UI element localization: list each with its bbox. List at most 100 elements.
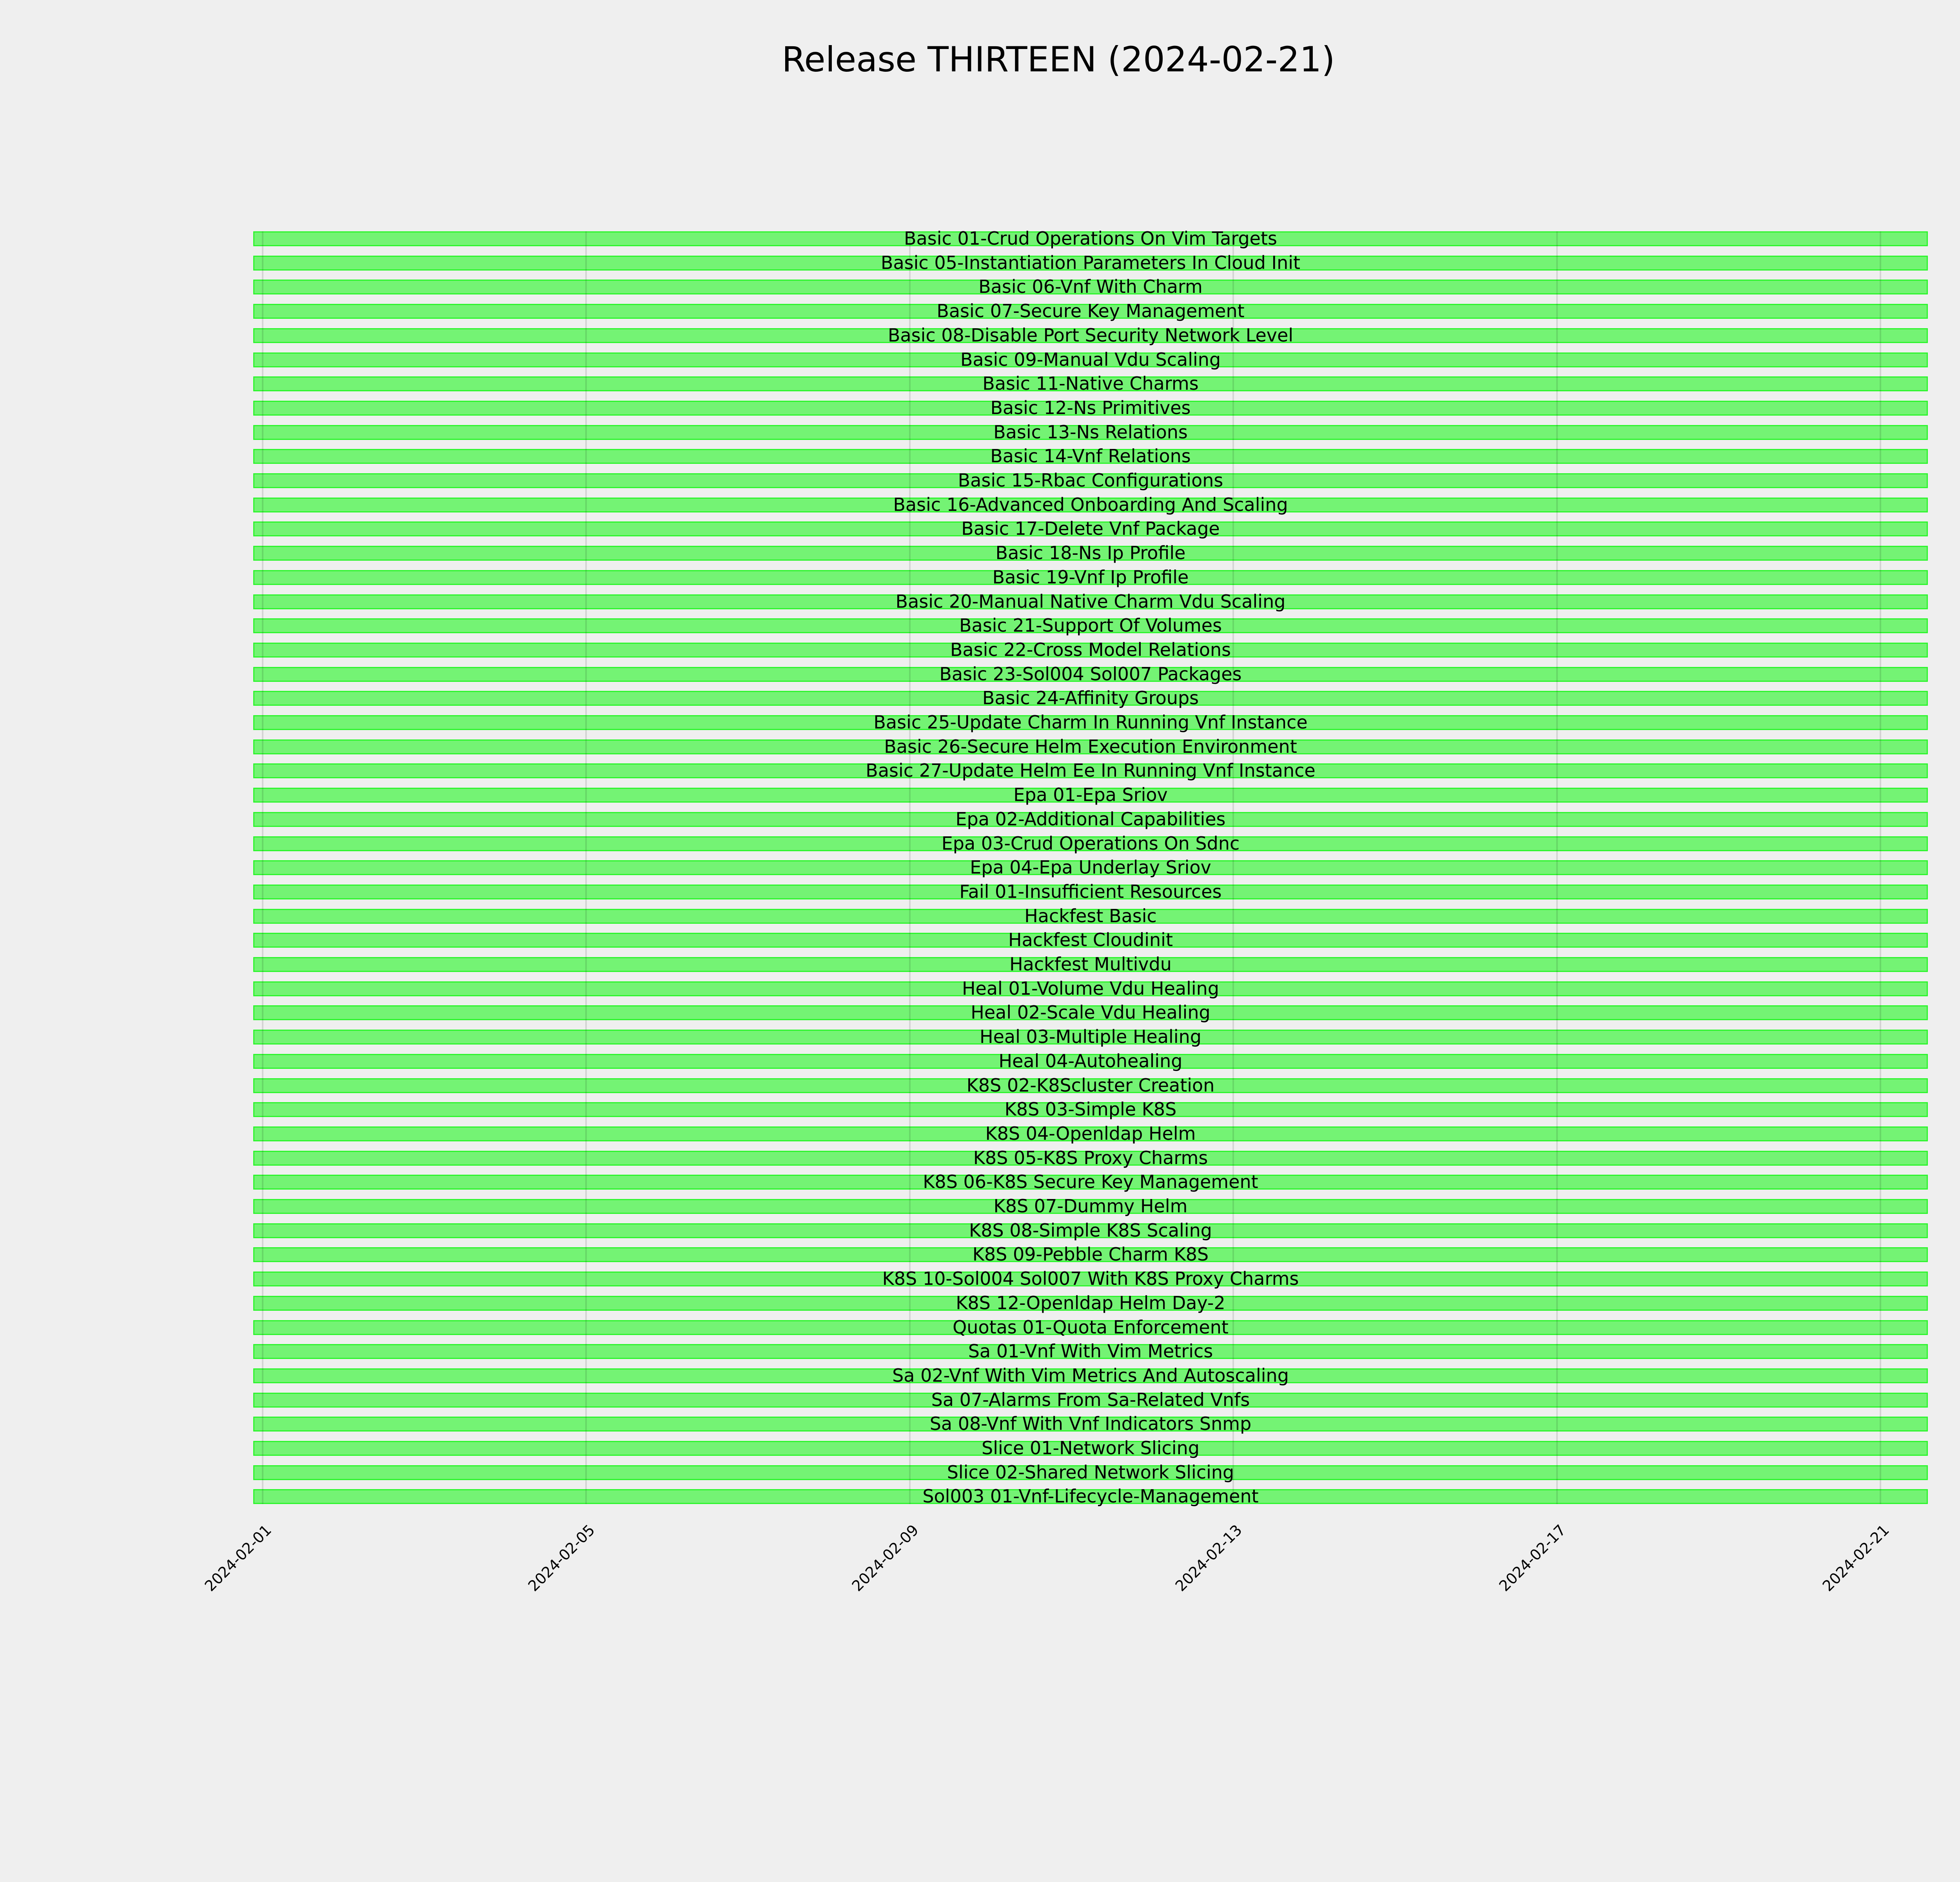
x-tick-label: 2024-02-13 — [1172, 1521, 1246, 1595]
gantt-bar: Sa 01-Vnf With Vim Metrics — [253, 1341, 1928, 1362]
bar-label: Quotas 01-Quota Enforcement — [953, 1317, 1229, 1338]
bar-label: K8S 09-Pebble Charm K8S — [972, 1244, 1209, 1265]
gantt-bar: Sa 02-Vnf With Vim Metrics And Autoscali… — [253, 1365, 1928, 1386]
bar-label: Epa 03-Crud Operations On Sdnc — [941, 833, 1240, 854]
gantt-bar: Basic 16-Advanced Onboarding And Scaling — [253, 494, 1928, 516]
gridline-2024-02-01 — [261, 231, 263, 1504]
gantt-bar: Basic 26-Secure Helm Execution Environme… — [253, 738, 1928, 756]
gantt-bar: K8S 03-Simple K8S — [253, 1099, 1928, 1120]
gantt-bar: Heal 02-Scale Vdu Healing — [253, 1002, 1928, 1023]
gantt-bar: Epa 04-Epa Underlay Sriov — [253, 858, 1928, 876]
gridline-2024-02-17 — [1556, 231, 1558, 1504]
bar-label: K8S 03-Simple K8S — [1004, 1099, 1177, 1120]
bar-label: Basic 17-Delete Vnf Package — [961, 518, 1220, 540]
gantt-bar: Hackfest Basic — [253, 905, 1928, 927]
gantt-bar: Basic 12-Ns Primitives — [253, 397, 1928, 419]
gantt-bar: Basic 15-Rbac Configurations — [253, 471, 1928, 489]
gantt-bar: Epa 01-Epa Sriov — [253, 784, 1928, 806]
bar-label: Basic 09-Manual Vdu Scaling — [960, 349, 1221, 371]
bar-label: Basic 08-Disable Port Security Network L… — [887, 325, 1294, 346]
bar-label: Basic 25-Update Charm In Running Vnf Ins… — [873, 712, 1308, 733]
bar-label: Heal 03-Multiple Healing — [980, 1026, 1201, 1048]
bar-label: Basic 14-Vnf Relations — [990, 445, 1191, 467]
gantt-bar: Heal 04-Autohealing — [253, 1050, 1928, 1072]
bar-label: Basic 07-Secure Key Management — [936, 300, 1245, 322]
gridline-2024-02-05 — [585, 231, 587, 1504]
gridline-2024-02-09 — [909, 231, 911, 1504]
bar-label: Basic 24-Affinity Groups — [982, 687, 1199, 709]
gantt-bar: Basic 22-Cross Model Relations — [253, 641, 1928, 659]
gantt-bar: Quotas 01-Quota Enforcement — [253, 1317, 1928, 1338]
x-tick-label: 2024-02-09 — [848, 1521, 922, 1595]
gantt-bar: Basic 01-Crud Operations On Vim Targets — [253, 228, 1928, 249]
bar-label: Hackfest Cloudinit — [1008, 929, 1173, 951]
bar-label: Epa 01-Epa Sriov — [1013, 784, 1168, 806]
gantt-bar: Basic 06-Vnf With Charm — [253, 278, 1928, 296]
x-tick-label: 2024-02-01 — [201, 1521, 275, 1595]
gantt-bar: Heal 03-Multiple Healing — [253, 1026, 1928, 1048]
gantt-bar: Basic 27-Update Helm Ee In Running Vnf I… — [253, 760, 1928, 781]
bar-label: Basic 21-Support Of Volumes — [959, 615, 1222, 636]
gantt-bar: Sol003 01-Vnf-Lifecycle-Management — [253, 1486, 1928, 1507]
bar-label: K8S 02-K8Scluster Creation — [966, 1075, 1215, 1096]
bar-label: Heal 01-Volume Vdu Healing — [962, 978, 1220, 999]
bar-label: Sa 01-Vnf With Vim Metrics — [968, 1341, 1213, 1362]
bar-label: Slice 02-Shared Network Slicing — [947, 1462, 1234, 1483]
bar-label: Basic 18-Ns Ip Profile — [995, 542, 1186, 564]
plot-area: Basic 01-Crud Operations On Vim Targets B… — [253, 228, 1928, 1507]
gantt-bar: Epa 02-Additional Capabilities — [253, 808, 1928, 830]
bar-label: Heal 02-Scale Vdu Healing — [971, 1002, 1210, 1023]
gantt-bar: Heal 01-Volume Vdu Healing — [253, 978, 1928, 999]
x-tick-label: 2024-02-17 — [1495, 1521, 1570, 1595]
gantt-bar: Slice 01-Network Slicing — [253, 1437, 1928, 1459]
bar-label: Basic 16-Advanced Onboarding And Scaling — [893, 494, 1288, 516]
gantt-bar: Slice 02-Shared Network Slicing — [253, 1462, 1928, 1483]
bar-label: Sa 02-Vnf With Vim Metrics And Autoscali… — [892, 1365, 1289, 1386]
gridline-2024-02-13 — [1232, 231, 1234, 1504]
bar-label: K8S 05-K8S Proxy Charms — [973, 1147, 1208, 1169]
gantt-bar: Basic 08-Disable Port Security Network L… — [253, 325, 1928, 346]
bar-label: Basic 05-Instantiation Parameters In Clo… — [880, 252, 1301, 274]
bar-label: Hackfest Basic — [1024, 905, 1157, 927]
bar-label: Basic 11-Native Charms — [982, 373, 1199, 394]
bar-label: Heal 04-Autohealing — [998, 1050, 1183, 1072]
gantt-bar: Basic 20-Manual Native Charm Vdu Scaling — [253, 592, 1928, 610]
gantt-bar: Basic 09-Manual Vdu Scaling — [253, 349, 1928, 371]
gantt-bar: Sa 07-Alarms From Sa-Related Vnfs — [253, 1389, 1928, 1411]
gantt-bar: K8S 04-Openldap Helm — [253, 1124, 1928, 1143]
gantt-bar: Basic 25-Update Charm In Running Vnf Ins… — [253, 712, 1928, 733]
gantt-bar: K8S 09-Pebble Charm K8S — [253, 1244, 1928, 1265]
gantt-bar: Basic 11-Native Charms — [253, 373, 1928, 394]
gantt-bar: Hackfest Cloudinit — [253, 929, 1928, 951]
bar-label: Basic 13-Ns Relations — [993, 421, 1188, 443]
bar-label: Sol003 01-Vnf-Lifecycle-Management — [922, 1486, 1259, 1507]
gantt-bar: Basic 05-Instantiation Parameters In Clo… — [253, 252, 1928, 274]
bar-label: K8S 07-Dummy Helm — [993, 1195, 1188, 1217]
bar-label: Basic 12-Ns Primitives — [990, 397, 1191, 419]
gantt-bar: K8S 06-K8S Secure Key Management — [253, 1173, 1928, 1191]
gantt-bar: K8S 08-Simple K8S Scaling — [253, 1220, 1928, 1241]
gantt-bar: Basic 18-Ns Ip Profile — [253, 542, 1928, 564]
gantt-bar: Basic 13-Ns Relations — [253, 421, 1928, 443]
bar-label: Sa 07-Alarms From Sa-Related Vnfs — [931, 1389, 1250, 1411]
bar-label: Slice 01-Network Slicing — [982, 1437, 1200, 1459]
bar-label: Basic 23-Sol004 Sol007 Packages — [939, 663, 1242, 685]
chart-title: Release THIRTEEN (2024-02-21) — [782, 39, 1335, 80]
x-tick-label: 2024-02-05 — [524, 1521, 599, 1595]
gantt-bar: K8S 07-Dummy Helm — [253, 1195, 1928, 1217]
gantt-bar: Epa 03-Crud Operations On Sdnc — [253, 833, 1928, 854]
bar-label: Basic 27-Update Helm Ee In Running Vnf I… — [866, 760, 1316, 781]
gridline-2024-02-21 — [1880, 231, 1882, 1504]
gantt-bar: Hackfest Multivdu — [253, 954, 1928, 975]
gantt-bar: Sa 08-Vnf With Vnf Indicators Snmp — [253, 1413, 1928, 1435]
bar-label: Basic 19-Vnf Ip Profile — [992, 567, 1189, 588]
bar-label: K8S 08-Simple K8S Scaling — [969, 1220, 1212, 1241]
bar-label: K8S 12-Openldap Helm Day-2 — [956, 1292, 1225, 1314]
bar-label: Epa 02-Additional Capabilities — [955, 808, 1226, 830]
bar-label: Hackfest Multivdu — [1009, 954, 1172, 975]
gantt-bar: K8S 12-Openldap Helm Day-2 — [253, 1292, 1928, 1314]
bar-label: Basic 01-Crud Operations On Vim Targets — [904, 228, 1277, 249]
bar-label: Sa 08-Vnf With Vnf Indicators Snmp — [929, 1413, 1252, 1435]
gantt-bar: K8S 02-K8Scluster Creation — [253, 1075, 1928, 1096]
